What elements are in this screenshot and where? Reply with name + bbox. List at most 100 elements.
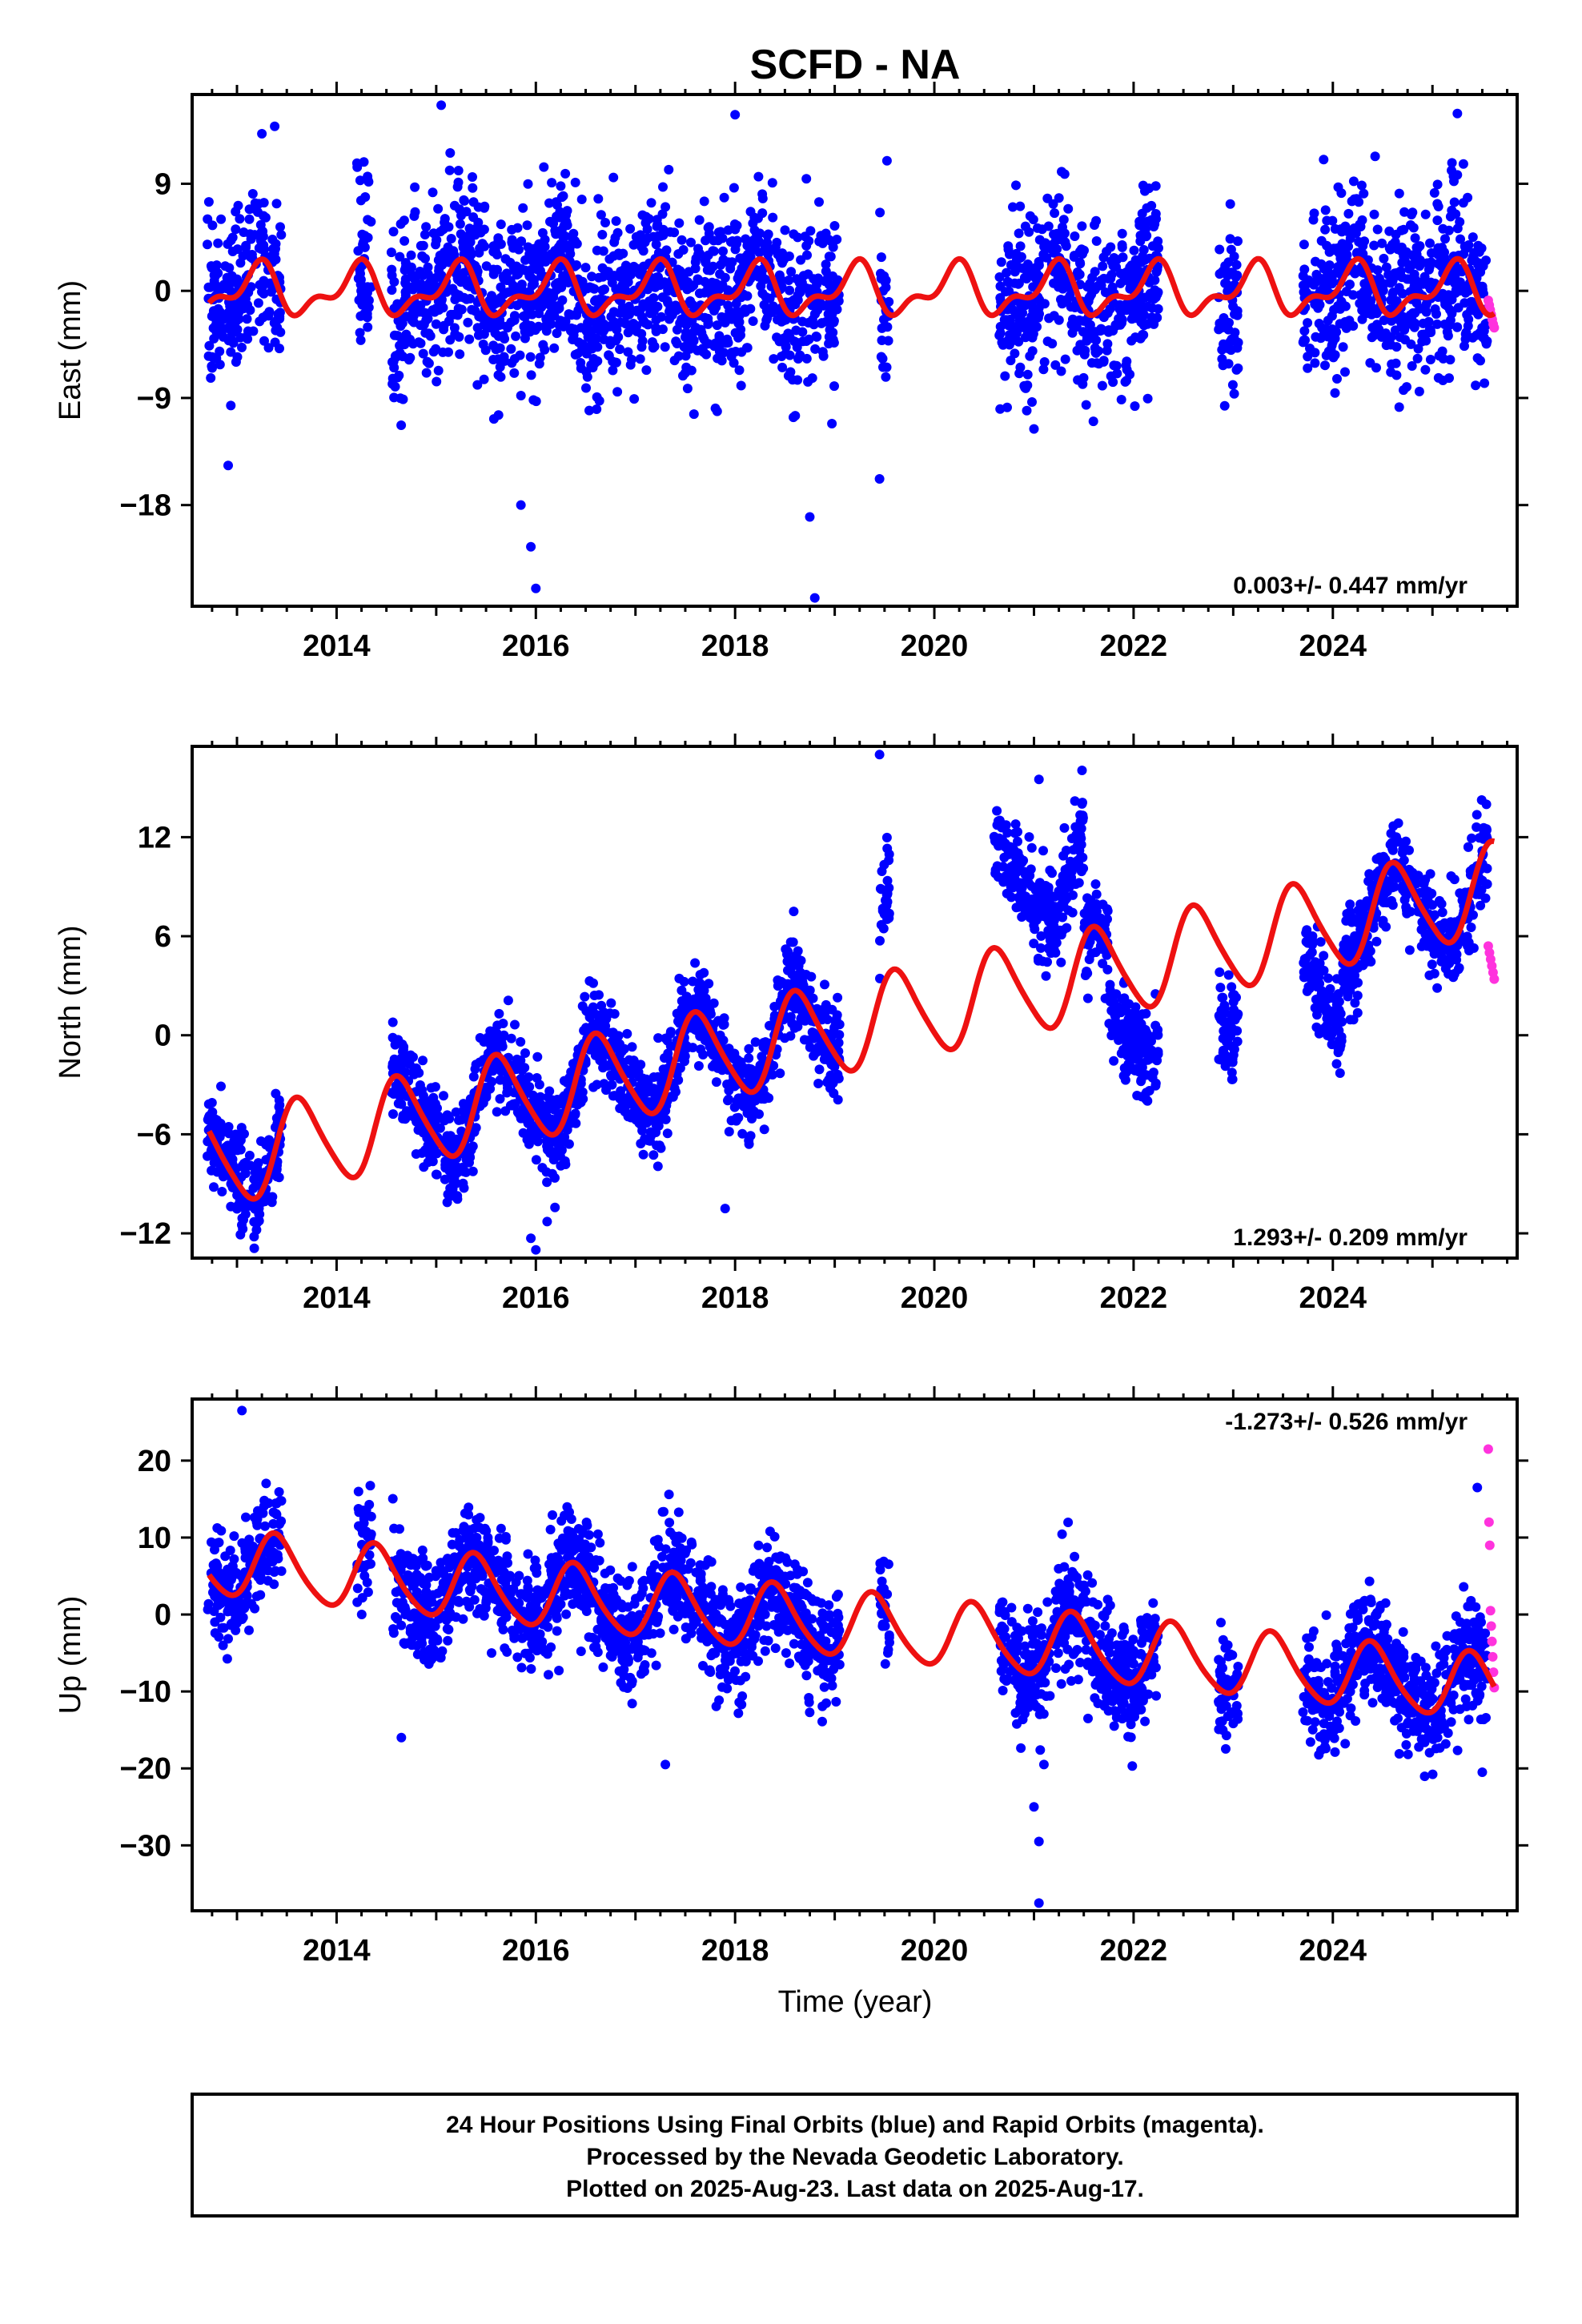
data-point <box>696 1044 706 1055</box>
data-point <box>719 192 729 203</box>
data-point <box>405 352 416 363</box>
data-point <box>788 937 798 947</box>
data-point <box>833 1069 843 1080</box>
data-point <box>611 216 621 226</box>
data-point <box>588 1082 599 1092</box>
data-point <box>1130 401 1140 412</box>
data-point <box>1227 380 1238 390</box>
data-point <box>833 1095 843 1105</box>
data-point <box>456 1126 467 1136</box>
data-point <box>815 299 825 308</box>
data-point <box>993 816 1003 826</box>
data-point <box>237 342 247 352</box>
data-point <box>1091 215 1102 226</box>
data-point <box>1022 405 1032 416</box>
chart-title: SCFD - NA <box>750 42 961 88</box>
data-point <box>661 202 671 212</box>
data-point <box>1120 275 1130 285</box>
data-point <box>586 328 596 338</box>
data-point <box>679 342 689 352</box>
data-point <box>1102 914 1112 924</box>
data-point <box>1452 223 1463 234</box>
data-point <box>1423 264 1434 275</box>
data-point <box>732 220 742 231</box>
data-point <box>596 210 606 220</box>
data-point <box>1091 236 1102 246</box>
data-point <box>807 373 817 384</box>
data-point <box>1088 899 1098 910</box>
data-point <box>1468 232 1478 243</box>
data-point <box>613 332 624 342</box>
data-point <box>1060 354 1070 364</box>
data-point <box>1153 1025 1163 1035</box>
data-point <box>1327 340 1337 351</box>
data-point <box>785 285 795 296</box>
data-point <box>203 214 213 224</box>
data-point <box>1034 309 1044 319</box>
data-point <box>703 339 713 349</box>
data-point <box>466 1145 476 1156</box>
data-point <box>1377 238 1387 248</box>
data-point <box>681 362 692 372</box>
data-point <box>761 242 770 252</box>
data-point <box>602 267 612 277</box>
data-point <box>533 321 544 332</box>
data-point <box>206 261 216 271</box>
data-point <box>1231 992 1241 1003</box>
data-point <box>1130 255 1141 265</box>
data-point <box>689 409 699 420</box>
data-point <box>596 1000 607 1011</box>
data-point <box>1141 1008 1151 1019</box>
data-point <box>1437 907 1447 918</box>
data-point <box>252 1218 262 1228</box>
data-point <box>259 336 269 346</box>
data-point <box>554 300 564 311</box>
data-point <box>1010 819 1021 830</box>
data-point <box>1384 243 1395 253</box>
data-point <box>404 1059 415 1069</box>
data-point <box>538 340 548 350</box>
data-point <box>476 312 486 322</box>
y-tick-label: 0 <box>155 275 171 308</box>
data-point <box>734 365 745 376</box>
data-point <box>592 245 602 255</box>
data-point <box>654 1140 665 1151</box>
data-point <box>1365 358 1375 368</box>
data-point <box>456 304 467 315</box>
data-point <box>882 875 893 886</box>
data-point <box>1420 364 1431 375</box>
data-point <box>1098 273 1109 283</box>
data-point <box>440 214 450 224</box>
data-point <box>1447 158 1457 168</box>
data-point <box>249 1232 259 1242</box>
data-point <box>651 1128 661 1137</box>
data-point <box>1403 274 1414 284</box>
data-point <box>539 162 549 172</box>
data-point <box>662 1128 673 1139</box>
data-point <box>713 1015 724 1026</box>
data-point <box>812 1003 822 1014</box>
data-point <box>236 1172 247 1182</box>
data-point <box>241 243 251 253</box>
data-point <box>648 231 659 242</box>
data-point <box>1299 239 1309 250</box>
data-point <box>769 1002 780 1011</box>
data-point <box>829 1023 840 1033</box>
data-point <box>612 324 622 335</box>
data-point <box>675 1010 685 1020</box>
data-point <box>1024 227 1034 237</box>
data-point <box>1117 1029 1127 1039</box>
data-point <box>520 1063 530 1073</box>
data-point <box>637 1075 648 1085</box>
data-point <box>809 320 819 330</box>
data-point <box>1021 898 1031 908</box>
data-point <box>387 379 398 389</box>
data-point <box>673 264 683 275</box>
data-point <box>1383 337 1393 348</box>
data-point <box>239 227 249 237</box>
data-point <box>404 336 414 347</box>
y-tick-label: −18 <box>120 489 171 523</box>
data-point <box>604 350 614 360</box>
data-point <box>244 250 255 260</box>
